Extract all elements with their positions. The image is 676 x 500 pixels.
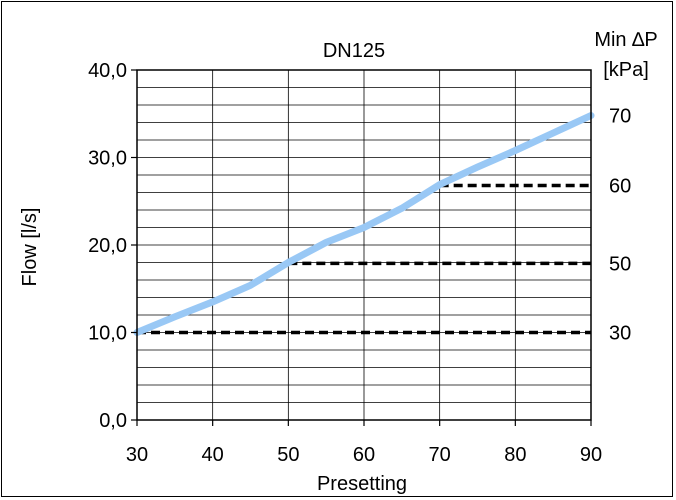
right-axis-label: 30 <box>609 323 631 345</box>
right-axis-label: 50 <box>609 253 631 275</box>
x-tick-label: 40 <box>202 444 224 466</box>
y-tick-label: 20,0 <box>88 235 127 257</box>
x-tick-label: 60 <box>353 444 375 466</box>
x-tick-label: 80 <box>504 444 526 466</box>
right-axis-title-line1: Min ∆P <box>594 29 657 51</box>
right-axis-label: 60 <box>609 176 631 198</box>
right-axis-label: 70 <box>609 106 631 128</box>
y-tick-label: 30,0 <box>88 148 127 170</box>
grid-layer <box>137 70 591 420</box>
y-tick-label: 0,0 <box>99 410 127 432</box>
y-axis-label: Flow [l/s] <box>19 208 41 287</box>
right-axis-title-line2: [kPa] <box>603 59 649 81</box>
x-tick-label: 70 <box>429 444 451 466</box>
min-dp-lines <box>137 183 591 335</box>
y-tick-label: 40,0 <box>88 60 127 82</box>
tick-labels: 30 40 50 60 70 80 90 0,0 10,0 20,0 30,0 40,0 70 60 50 3… <box>88 60 631 466</box>
flow-curve-layer <box>133 112 595 336</box>
x-tick-label: 50 <box>277 444 299 466</box>
chart-title: DN125 <box>323 40 385 62</box>
x-tick-label: 90 <box>580 444 602 466</box>
x-tick-label: 30 <box>126 444 148 466</box>
x-axis-label: Presetting <box>317 473 407 495</box>
y-tick-label: 10,0 <box>88 323 127 345</box>
flow-curve-line <box>133 112 595 336</box>
